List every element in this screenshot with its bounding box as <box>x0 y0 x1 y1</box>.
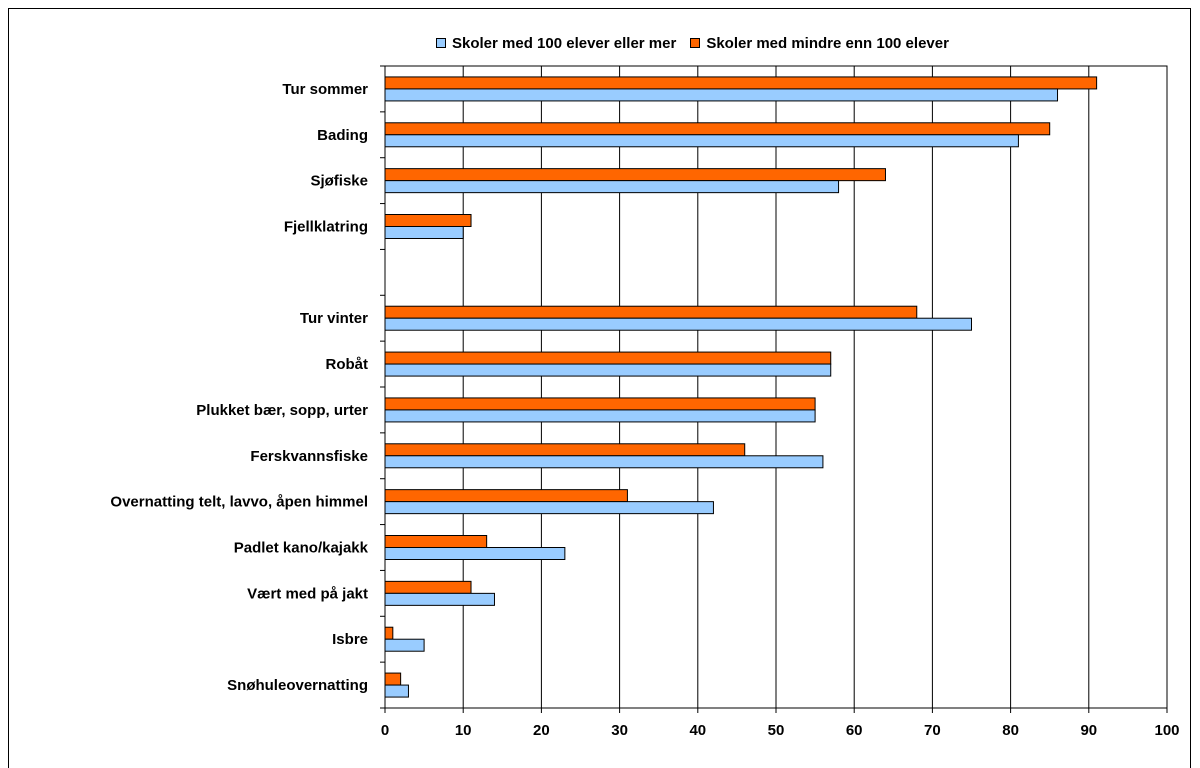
x-tick-label: 40 <box>689 722 706 739</box>
category-label: Sjøfiske <box>310 173 368 190</box>
x-tick-label: 80 <box>1002 722 1019 739</box>
x-tick-label: 0 <box>381 722 389 739</box>
x-tick-label: 20 <box>533 722 550 739</box>
bar-small-schools <box>384 76 1098 90</box>
category-label: Snøhuleovernatting <box>227 677 368 694</box>
legend-swatch-large-schools <box>436 38 446 48</box>
category-label: Plukket bær, sopp, urter <box>196 402 368 419</box>
bar-large-schools <box>384 455 824 469</box>
bar-small-schools <box>384 397 816 411</box>
bar-small-schools <box>384 305 918 319</box>
legend-item-small-schools: Skoler med mindre enn 100 elever <box>690 35 949 52</box>
bar-small-schools <box>384 535 488 548</box>
category-label: Ferskvannsfiske <box>250 448 368 465</box>
legend-label-small-schools: Skoler med mindre enn 100 elever <box>706 34 949 52</box>
bar-small-schools <box>384 489 628 503</box>
bar-small-schools <box>384 443 746 457</box>
legend-swatch-small-schools <box>690 38 701 48</box>
bar-small-schools <box>384 351 832 365</box>
bar-large-schools <box>384 409 816 423</box>
bar-large-schools <box>384 592 495 606</box>
bar-large-schools <box>384 180 840 194</box>
bar-large-schools <box>384 88 1059 102</box>
x-tick-label: 90 <box>1080 722 1097 739</box>
bar-small-schools <box>384 580 472 594</box>
category-label: Vært med på jakt <box>247 585 368 602</box>
x-tick-label: 10 <box>455 722 472 739</box>
x-tick-label: 60 <box>846 722 863 739</box>
category-label: Fjellklatring <box>284 219 368 236</box>
x-tick-label: 70 <box>924 722 941 739</box>
x-tick-label: 100 <box>1154 722 1179 739</box>
legend: Skoler med 100 elever eller mer Skoler m… <box>436 28 949 58</box>
chart-frame <box>8 8 1191 768</box>
bar-small-schools <box>384 672 402 686</box>
category-label: Bading <box>317 127 368 144</box>
category-label: Padlet kano/kajakk <box>234 540 369 557</box>
bar-large-schools <box>384 226 464 239</box>
category-label: Isbre <box>332 631 368 648</box>
x-tick-label: 50 <box>768 722 785 739</box>
bar-large-schools <box>384 317 972 331</box>
bar-large-schools <box>384 638 425 652</box>
x-tick-label: 30 <box>611 722 628 739</box>
legend-item-large-schools: Skoler med 100 elever eller mer <box>436 35 676 52</box>
bar-small-schools <box>384 626 394 640</box>
legend-label-large-schools: Skoler med 100 elever eller mer <box>452 34 677 52</box>
category-label: Overnatting telt, lavvo, åpen himmel <box>110 494 368 511</box>
bar-large-schools <box>384 363 832 377</box>
bar-small-schools <box>384 214 472 227</box>
bar-large-schools <box>384 501 714 515</box>
category-label: Tur sommer <box>282 81 368 98</box>
category-label: Tur vinter <box>300 310 368 327</box>
bar-small-schools <box>384 122 1051 136</box>
bar-small-schools <box>384 168 886 182</box>
bar-large-schools <box>384 134 1019 148</box>
bar-large-schools <box>384 684 409 698</box>
bar-large-schools <box>384 547 566 560</box>
category-label: Robåt <box>326 356 369 373</box>
